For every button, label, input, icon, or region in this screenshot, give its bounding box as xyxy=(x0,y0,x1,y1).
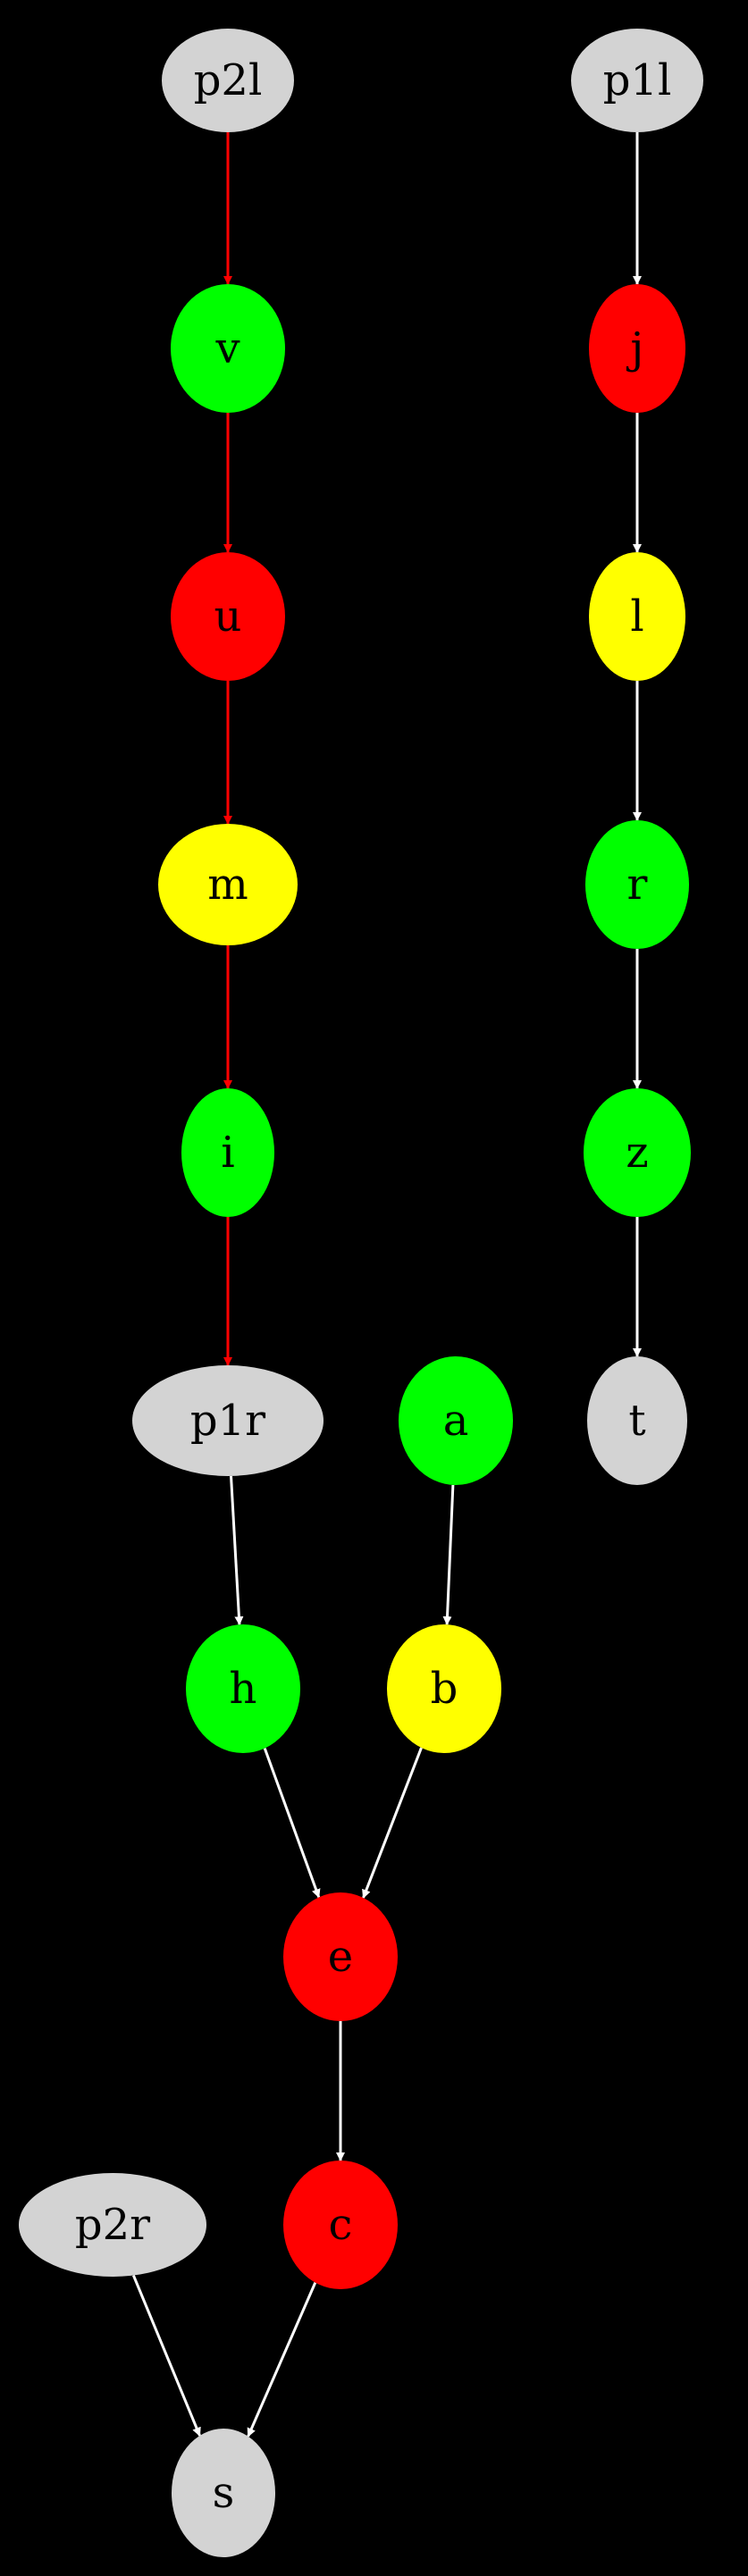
node-label-i: i xyxy=(221,1128,234,1178)
node-label-l: l xyxy=(630,592,643,642)
node-h: h xyxy=(186,1624,300,1753)
node-label-j: j xyxy=(626,323,644,373)
edge-p2r-to-s xyxy=(131,2274,201,2437)
node-label-p2r: p2r xyxy=(75,2200,150,2250)
edge-b-to-e xyxy=(362,1747,423,1899)
node-t: t xyxy=(587,1356,687,1485)
node-label-r: r xyxy=(627,860,648,910)
node-shape-t xyxy=(587,1356,687,1485)
node-shape-a xyxy=(399,1356,513,1485)
edge-p1r-to-h xyxy=(230,1475,244,1626)
node-shape-p1r xyxy=(132,1365,324,1476)
node-a: a xyxy=(399,1356,513,1485)
node-p1l: p1l xyxy=(571,29,703,132)
node-shape-p1l xyxy=(571,29,703,132)
node-shape-l xyxy=(589,552,685,681)
node-label-u: u xyxy=(214,592,242,642)
node-shape-m xyxy=(158,824,298,945)
node-label-p1r: p1r xyxy=(190,1396,265,1446)
node-label-h: h xyxy=(230,1664,257,1714)
node-c: c xyxy=(283,2161,398,2289)
node-label-s: s xyxy=(213,2468,235,2518)
node-label-p1l: p1l xyxy=(603,55,672,105)
node-label-c: c xyxy=(329,2200,353,2250)
node-shape-b xyxy=(387,1624,501,1753)
node-r: r xyxy=(585,820,689,949)
node-j: j xyxy=(589,284,685,413)
node-shape-p2l xyxy=(162,29,294,132)
node-s: s xyxy=(172,2429,275,2557)
node-shape-j xyxy=(589,284,685,413)
node-p1r: p1r xyxy=(132,1365,324,1476)
node-b: b xyxy=(387,1624,501,1753)
node-label-t: t xyxy=(628,1396,645,1446)
node-m: m xyxy=(158,824,298,945)
node-shape-i xyxy=(181,1088,274,1217)
node-e: e xyxy=(283,1892,398,2021)
node-label-v: v xyxy=(214,323,240,373)
node-shape-p2r xyxy=(19,2173,206,2277)
node-shape-z xyxy=(584,1088,691,1217)
node-shape-r xyxy=(585,820,689,949)
edge-c-to-s xyxy=(247,2282,317,2438)
node-label-p2l: p2l xyxy=(194,55,263,105)
node-shape-c xyxy=(283,2161,398,2289)
node-shape-u xyxy=(171,552,285,681)
node-p2l: p2l xyxy=(162,29,294,132)
node-i: i xyxy=(181,1088,274,1217)
node-p2r: p2r xyxy=(19,2173,206,2277)
edge-a-to-b xyxy=(442,1484,455,1626)
node-label-a: a xyxy=(443,1396,469,1446)
nodes-layer: p2l v u m i p1r h a b e c p2r s p1l j l r z t xyxy=(19,29,703,2557)
node-u: u xyxy=(171,552,285,681)
node-shape-h xyxy=(186,1624,300,1753)
edges-layer xyxy=(131,132,642,2438)
edge-h-to-e xyxy=(263,1748,321,1899)
node-v: v xyxy=(171,284,285,413)
node-shape-v xyxy=(171,284,285,413)
node-shape-e xyxy=(283,1892,398,2021)
node-label-z: z xyxy=(626,1128,648,1178)
node-label-e: e xyxy=(328,1932,353,1982)
node-shape-s xyxy=(172,2429,275,2557)
node-l: l xyxy=(589,552,685,681)
node-label-b: b xyxy=(431,1664,458,1714)
node-label-m: m xyxy=(207,860,248,910)
node-z: z xyxy=(584,1088,691,1217)
